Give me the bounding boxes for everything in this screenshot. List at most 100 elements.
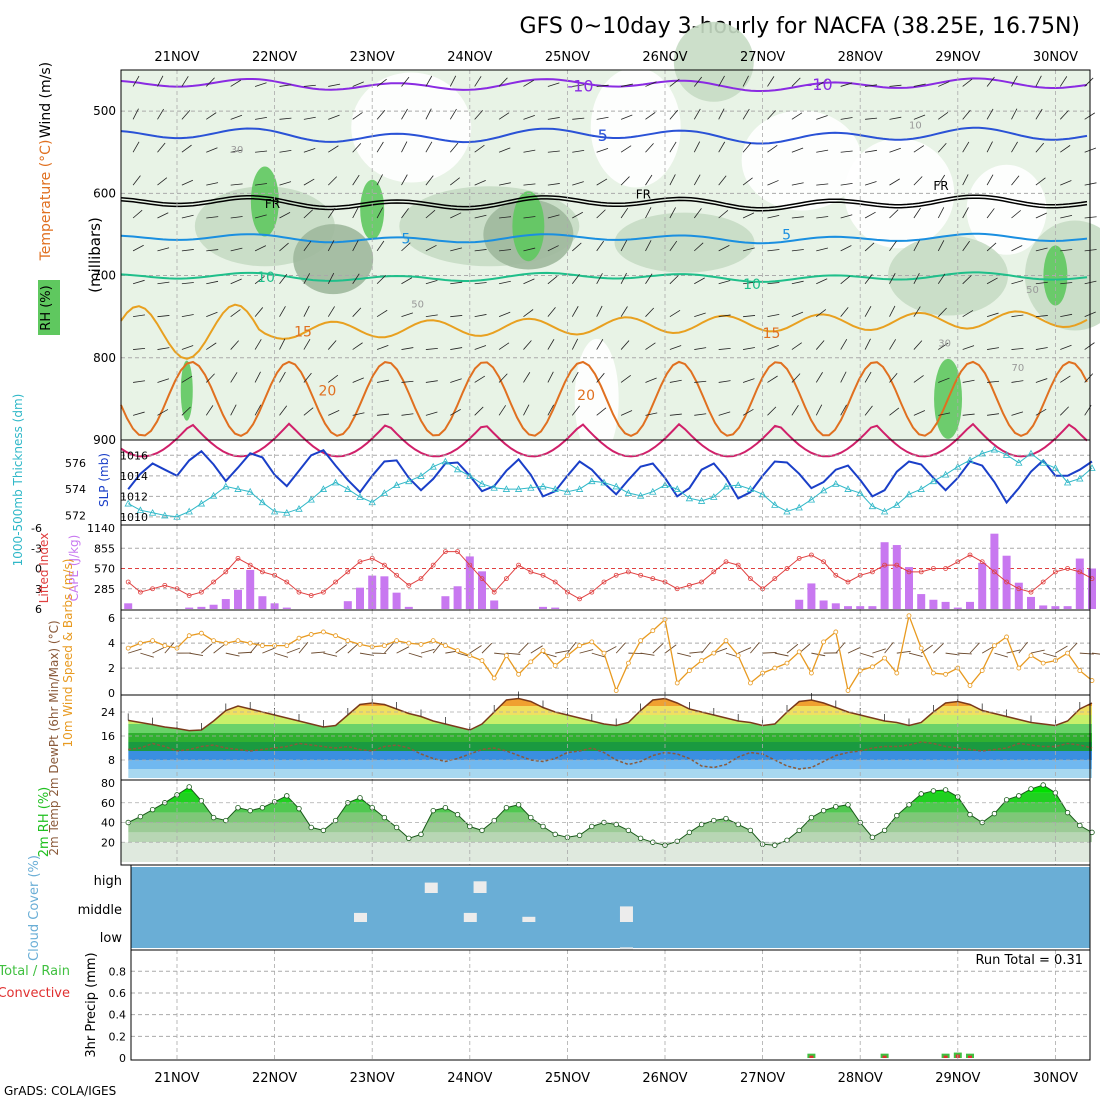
cape-bar	[905, 567, 913, 609]
li-marker	[1016, 586, 1022, 592]
wind-barb	[1035, 142, 1045, 153]
cloud-bar	[522, 916, 536, 922]
cloud-level-label: high	[94, 874, 122, 889]
wind-barb	[498, 342, 510, 350]
thickness-marker	[807, 495, 816, 503]
wind-barb	[913, 272, 920, 284]
li-marker	[674, 586, 680, 592]
wind-barb	[913, 114, 926, 120]
wind-barb	[986, 174, 994, 186]
li-marker	[967, 552, 973, 558]
cape-bar	[258, 596, 267, 609]
wind-barb	[132, 141, 140, 153]
thickness-marker	[380, 489, 389, 496]
wind-barb	[572, 181, 584, 186]
wind-barb	[377, 379, 389, 383]
wind10-barb	[750, 642, 760, 654]
wind-barb	[303, 339, 311, 350]
wind-barb	[181, 249, 194, 252]
cape-bar	[209, 604, 218, 609]
thickness-marker	[551, 485, 559, 492]
rh2m-marker	[747, 827, 754, 834]
rh2m-marker	[296, 805, 302, 812]
temp-tick: 24	[101, 706, 115, 719]
cloud-level-label: middle	[78, 903, 122, 918]
date-label-top: 25NOV	[545, 50, 590, 65]
wind-barb	[571, 306, 579, 317]
wind-barb	[864, 273, 873, 285]
wind10-barb	[933, 643, 944, 654]
wind-barb	[791, 342, 802, 350]
rh-blob	[590, 67, 681, 188]
wind-barb	[645, 377, 657, 383]
rh2m-marker	[137, 813, 144, 820]
wind10-barb	[640, 652, 655, 656]
date-label-bottom: 30NOV	[1033, 1071, 1078, 1086]
wind-barb	[474, 375, 486, 383]
date-label-top: 24NOV	[447, 50, 492, 65]
wind10-barb	[213, 644, 225, 654]
wind-barb	[132, 244, 144, 252]
wind-barb	[474, 249, 487, 252]
wind-barb	[352, 377, 364, 383]
thickness-marker	[331, 478, 340, 486]
cape-tick: 1140	[87, 522, 115, 535]
wind10-barb	[884, 641, 894, 654]
precip-legend-conv: Convective	[0, 986, 70, 1001]
wind-barb	[547, 275, 558, 285]
wind10-marker	[503, 653, 509, 659]
wind10-marker	[979, 668, 985, 673]
upper-legend-rh: RH (%)	[39, 285, 54, 330]
wind10-marker	[918, 645, 924, 651]
rh-blob	[741, 110, 862, 211]
wind-barb	[401, 208, 409, 219]
wind-barb	[450, 409, 461, 416]
wind10-barb	[311, 651, 326, 654]
wind-barb	[864, 306, 872, 317]
wind-barb	[498, 280, 511, 285]
wind-barb	[327, 340, 337, 350]
wind-barb	[791, 216, 804, 219]
wind-barb	[718, 245, 730, 252]
wind-barb	[620, 374, 631, 383]
rh2m-marker	[418, 831, 424, 838]
wind-barb	[474, 345, 487, 350]
wind10-barb	[481, 642, 493, 654]
wind10-barb	[677, 652, 691, 657]
wind-barb	[352, 412, 365, 416]
wind-barb	[254, 371, 261, 383]
wind-barb	[742, 408, 754, 416]
wind-barb	[206, 182, 219, 186]
rh-blob	[360, 179, 385, 240]
wind-barb	[547, 214, 560, 219]
wind-barb	[743, 347, 755, 350]
cape-bar	[819, 600, 828, 609]
wind-barb	[328, 374, 339, 383]
wind-barb	[572, 242, 582, 252]
rh2m-marker	[223, 817, 229, 824]
temp-tick: 8	[108, 754, 115, 767]
wind-barb	[938, 342, 949, 350]
wind-barb	[132, 108, 139, 120]
wind-barb	[547, 150, 560, 153]
wind-barb	[547, 404, 555, 416]
wind-barb	[889, 178, 900, 186]
wind-barb	[303, 240, 312, 252]
wind-barb	[474, 144, 485, 153]
wind-barb	[474, 110, 484, 120]
wind-barb	[425, 411, 438, 416]
li-tick: 6	[35, 603, 42, 616]
rh2m-marker	[357, 795, 363, 801]
wind-barb	[328, 410, 340, 416]
wind-barb	[279, 274, 288, 285]
wind10-barb	[323, 652, 338, 657]
wind-barb	[669, 413, 682, 416]
rh2m-marker	[259, 804, 266, 811]
wind-barb	[1084, 182, 1097, 186]
rh2m-marker	[454, 811, 461, 818]
li-marker	[345, 569, 351, 575]
wind10-marker	[479, 658, 485, 663]
rh-blob	[614, 212, 755, 273]
wind-barb	[962, 345, 975, 350]
wind-barb	[669, 141, 677, 153]
